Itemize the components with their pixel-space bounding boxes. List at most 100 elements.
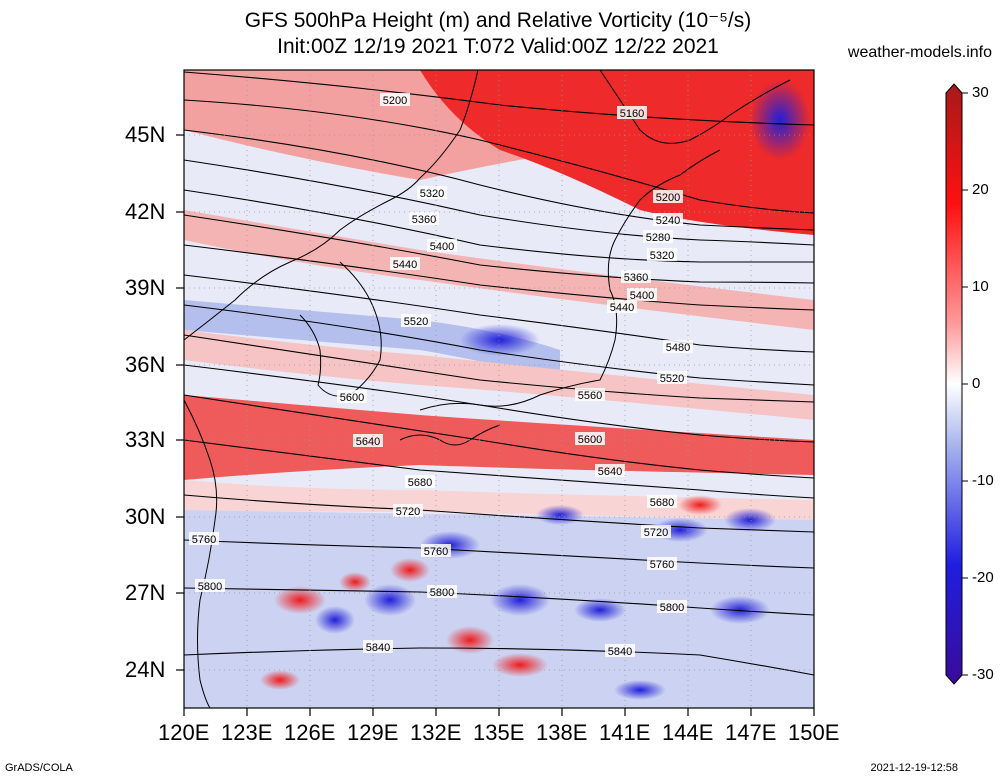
lat-label: 36N (125, 352, 166, 377)
svg-text:5800: 5800 (430, 587, 454, 599)
contour-label: 5200 (380, 93, 410, 107)
svg-text:5640: 5640 (356, 436, 380, 448)
svg-text:5280: 5280 (646, 232, 670, 244)
contour-label: 5360 (621, 270, 651, 284)
svg-text:5200: 5200 (383, 95, 407, 107)
lon-label: 141E (599, 720, 651, 745)
lon-label: 144E (662, 720, 714, 745)
contour-label: 5840 (363, 640, 393, 654)
svg-text:5760: 5760 (424, 546, 448, 558)
contour-label: 5840 (605, 644, 635, 658)
svg-text:5800: 5800 (198, 581, 222, 593)
svg-text:5240: 5240 (656, 215, 680, 227)
lat-label: 33N (125, 427, 166, 452)
contour-label: 5760 (189, 532, 219, 546)
chart-title: GFS 500hPa Height (m) and Relative Vorti… (244, 9, 752, 32)
colorbar-label: 0 (972, 375, 981, 392)
contour-label: 5520 (657, 371, 687, 385)
svg-text:5360: 5360 (624, 272, 648, 284)
lon-label: 138E (536, 720, 588, 745)
colorbar-label: -30 (972, 666, 994, 683)
contour-label: 5600 (575, 432, 605, 446)
height-contours (183, 71, 815, 676)
svg-text:5600: 5600 (340, 392, 364, 404)
contour-label: 5800 (657, 600, 687, 614)
lon-label: 129E (347, 720, 399, 745)
footer-credit: GrADS/COLA (5, 762, 73, 774)
contour-label: 5400 (627, 288, 657, 302)
contour-label: 5760 (647, 557, 677, 571)
graticule (184, 70, 814, 708)
colorbar-label: -20 (972, 569, 994, 586)
svg-text:5560: 5560 (578, 390, 602, 402)
contour-label: 5520 (401, 314, 431, 328)
svg-text:5440: 5440 (610, 302, 634, 314)
colorbar (945, 83, 968, 685)
contour-label: 5440 (607, 300, 637, 314)
contour-label: 5720 (393, 504, 423, 518)
contour-label: 5640 (353, 434, 383, 448)
colorbar-label: 20 (972, 181, 989, 198)
svg-text:5760: 5760 (192, 534, 216, 546)
svg-text:5320: 5320 (420, 188, 444, 200)
contour-label: 5200 (653, 190, 683, 204)
contour-label: 5280 (643, 230, 673, 244)
lon-label: 120E (158, 720, 210, 745)
lon-label: 147E (725, 720, 777, 745)
lat-label: 27N (125, 580, 166, 605)
lat-label: 45N (125, 122, 166, 147)
lon-label: 150E (788, 720, 840, 745)
svg-text:5400: 5400 (630, 290, 654, 302)
lon-label: 132E (410, 720, 462, 745)
svg-text:5200: 5200 (656, 192, 680, 204)
colorbar-label: -10 (972, 472, 994, 489)
lat-label: 24N (125, 657, 166, 682)
contour-label: 5440 (390, 257, 420, 271)
lon-label: 126E (284, 720, 336, 745)
lat-label: 39N (125, 275, 166, 300)
svg-text:5840: 5840 (608, 646, 632, 658)
contour-label: 5600 (337, 390, 367, 404)
chart-subtitle: Init:00Z 12/19 2021 T:072 Valid:00Z 12/2… (277, 35, 719, 58)
svg-text:5400: 5400 (430, 241, 454, 253)
svg-text:5640: 5640 (598, 466, 622, 478)
lon-label: 135E (473, 720, 525, 745)
svg-text:5720: 5720 (644, 527, 668, 539)
contour-label: 5800 (195, 579, 225, 593)
footer-timestamp: 2021-12-19-12:58 (870, 762, 958, 774)
svg-text:5480: 5480 (666, 342, 690, 354)
svg-text:5440: 5440 (393, 259, 417, 271)
svg-text:5720: 5720 (396, 506, 420, 518)
contour-label: 5560 (575, 388, 605, 402)
lon-label: 123E (221, 720, 273, 745)
svg-text:5320: 5320 (650, 250, 674, 262)
svg-text:5680: 5680 (408, 477, 432, 489)
contour-label: 5240 (653, 213, 683, 227)
colorbar-label: 30 (972, 84, 989, 101)
contour-label-layer: 5160520052005240528053205320536053605400… (189, 93, 693, 658)
contour-label: 5680 (405, 475, 435, 489)
axis-ticks (176, 134, 815, 716)
lat-label: 42N (125, 199, 166, 224)
svg-text:5360: 5360 (412, 214, 436, 226)
contour-label: 5800 (427, 585, 457, 599)
contour-label: 5480 (663, 340, 693, 354)
contour-label: 5640 (595, 464, 625, 478)
contour-label: 5160 (617, 106, 647, 120)
lat-label: 30N (125, 504, 166, 529)
svg-text:5520: 5520 (660, 373, 684, 385)
contour-label: 5320 (417, 186, 447, 200)
contour-label: 5680 (647, 495, 677, 509)
contour-label: 5400 (427, 239, 457, 253)
svg-text:5760: 5760 (650, 559, 674, 571)
svg-text:5840: 5840 (366, 642, 390, 654)
svg-text:5520: 5520 (404, 316, 428, 328)
svg-text:5680: 5680 (650, 497, 674, 509)
svg-text:5800: 5800 (660, 602, 684, 614)
svg-text:5160: 5160 (620, 108, 644, 120)
contour-label: 5720 (641, 525, 671, 539)
site-name: weather-models.info (847, 44, 992, 61)
colorbar-label: 10 (972, 278, 989, 295)
contour-label: 5360 (409, 212, 439, 226)
